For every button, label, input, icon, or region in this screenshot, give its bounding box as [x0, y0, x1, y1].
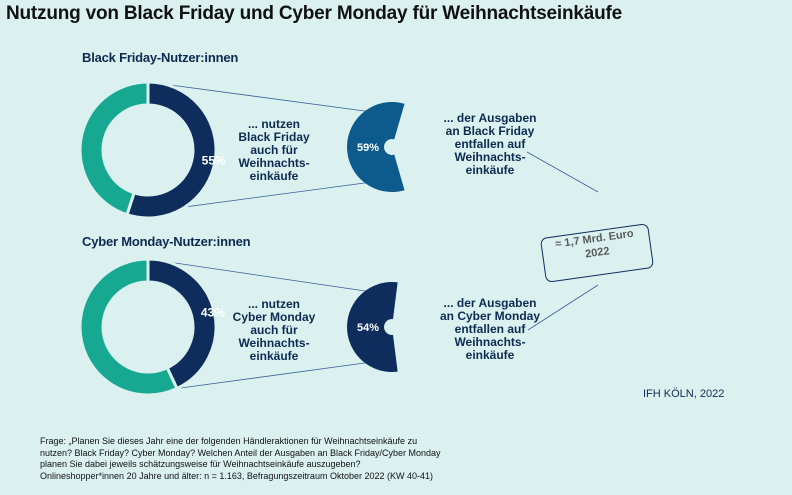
- cyber-monday-connector-top: [147, 258, 373, 293]
- black-friday-donut: 55%: [78, 80, 226, 220]
- total-connector-bottom: [527, 284, 599, 331]
- cyber-monday-non-usage-slice: [78, 257, 179, 397]
- chart-title: Nutzung von Black Friday und Cyber Monda…: [6, 3, 623, 24]
- total-connector-top: [526, 151, 599, 193]
- footnote-line: Frage: „Planen Sie dieses Jahr eine der …: [40, 436, 418, 446]
- footnote-line: nutzen? Black Friday? Cyber Monday? Welc…: [40, 447, 441, 458]
- footnote: Frage: „Planen Sie dieses Jahr eine der …: [40, 436, 470, 482]
- cyber-monday-section-title: Cyber Monday-Nutzer:innen: [82, 234, 251, 249]
- black-friday-share-description: ... der Ausgaben an Black Friday entfall…: [443, 111, 537, 177]
- cyber-monday-donut: 43%: [78, 257, 225, 397]
- source-label: IFH KÖLN, 2022: [643, 388, 725, 400]
- cyber-monday-connector-bottom: [176, 361, 373, 389]
- footnote-line: planen Sie dabei jeweils schätzungsweise…: [40, 459, 361, 469]
- total-amount-box: ≈ 1,7 Mrd. Euro 2022: [540, 223, 654, 283]
- cyber-monday-usage-label: 43%: [201, 305, 225, 319]
- black-friday-usage-slice: [125, 80, 218, 220]
- cyber-monday-usage-slice: [146, 257, 218, 391]
- black-friday-connector-top: [147, 81, 373, 113]
- footnote-line: Onlineshopper*innen 20 Jahre und älter: …: [40, 470, 433, 481]
- cyber-monday-share-description: ... der Ausgaben an Cyber Monday entfall…: [439, 296, 541, 362]
- black-friday-share-wedge: [347, 101, 405, 192]
- black-friday-non-usage-slice: [78, 80, 150, 217]
- black-friday-share-label: 59%: [357, 142, 379, 154]
- black-friday-usage-label: 55%: [202, 153, 226, 167]
- cyber-monday-share-label: 54%: [357, 322, 379, 334]
- black-friday-section-title: Black Friday-Nutzer:innen: [82, 50, 239, 65]
- cyber-monday-share-wedge: [347, 282, 398, 372]
- black-friday-share-segment: 59%: [347, 101, 405, 192]
- cyber-monday-share-segment: 54%: [347, 282, 398, 372]
- black-friday-usage-description: ... nutzen Black Friday auch für Weihnac…: [238, 117, 310, 183]
- total-year-text: 2022: [584, 245, 610, 260]
- cyber-monday-usage-description: ... nutzen Cyber Monday auch für Weihnac…: [232, 297, 316, 363]
